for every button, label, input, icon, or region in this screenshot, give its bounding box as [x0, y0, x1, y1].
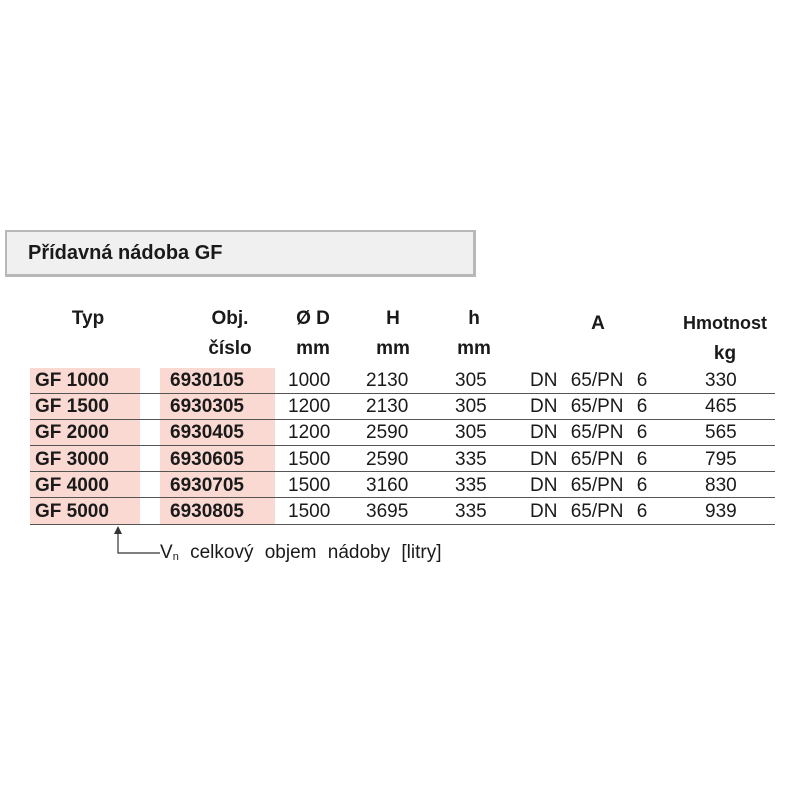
column-header: Obj.: [211, 308, 249, 329]
column-header: mm: [376, 338, 410, 359]
table-cell: DN 65/PN 6: [530, 501, 648, 522]
column-header: Hmotnost: [683, 313, 767, 333]
row-rule: [30, 418, 775, 420]
table-cell: 6930605: [170, 448, 244, 470]
footnote-text: celkový objem nádoby [litry]: [190, 542, 442, 563]
table-cell: 2130: [366, 370, 409, 391]
row-rule: [30, 471, 775, 473]
column-header: H: [386, 308, 400, 329]
title-box: [5, 230, 476, 277]
column-header: Ø D: [296, 308, 330, 329]
table-cell: 939: [705, 501, 737, 522]
footnote-arrow: [114, 526, 160, 554]
row-rule: [30, 497, 775, 499]
table-cell: 305: [455, 422, 487, 444]
footnote: Vn celkový objem nádoby [litry]: [160, 542, 441, 564]
column-header: A: [591, 313, 605, 334]
column-header: Typ: [71, 308, 105, 329]
row-rule: [30, 444, 775, 446]
table-cell: 335: [455, 474, 487, 496]
table-cell: 1500: [288, 474, 331, 496]
table-cell: 305: [455, 396, 487, 418]
column-header: h: [468, 308, 480, 329]
table-cell: 335: [455, 501, 487, 522]
table-cell: GF 1500: [35, 396, 109, 418]
table-cell: 6930305: [170, 396, 244, 418]
row-rule: [30, 392, 775, 394]
table-cell: 2590: [366, 422, 409, 444]
table-cell: 795: [705, 448, 737, 470]
highlight: [160, 368, 275, 525]
table-cell: DN 65/PN 6: [530, 396, 648, 418]
highlight: [30, 368, 140, 525]
row-rule: [30, 523, 775, 525]
table-cell: 2590: [366, 448, 409, 470]
table-cell: 330: [705, 370, 737, 391]
table-cell: GF 2000: [35, 422, 109, 444]
column-header: kg: [713, 343, 737, 364]
table-cell: DN 65/PN 6: [530, 448, 648, 470]
table-cell: 1200: [288, 422, 331, 444]
table-cell: 305: [455, 370, 487, 391]
table-cell: 6930405: [170, 422, 244, 444]
table-cell: DN 65/PN 6: [530, 422, 648, 444]
table-cell: 3160: [366, 474, 409, 496]
title: Přídavná nádoba GF: [28, 242, 223, 264]
table-cell: DN 65/PN 6: [530, 370, 648, 391]
table-cell: 830: [705, 474, 737, 496]
footnote-subscript: n: [172, 551, 179, 563]
column-header: číslo: [208, 338, 252, 359]
table-cell: GF 4000: [35, 474, 109, 496]
table-cell: 1200: [288, 396, 331, 418]
table-cell: GF 3000: [35, 448, 109, 470]
table-cell: 465: [705, 396, 737, 418]
column-header: mm: [296, 338, 330, 359]
table-cell: 1500: [288, 501, 331, 522]
column-header: mm: [457, 338, 491, 359]
footnote-symbol: V: [160, 542, 173, 563]
table-cell: 3695: [366, 501, 409, 522]
table-cell: 6930105: [170, 370, 244, 391]
table-cell: 6930705: [170, 474, 244, 496]
table-cell: GF 5000: [35, 501, 109, 522]
table-cell: 565: [705, 422, 737, 444]
table-cell: 6930805: [170, 501, 244, 522]
table-cell: DN 65/PN 6: [530, 474, 648, 496]
table-cell: 1500: [288, 448, 331, 470]
table-cell: 1000: [288, 370, 331, 391]
table-cell: 2130: [366, 396, 409, 418]
table-cell: 335: [455, 448, 487, 470]
table-cell: GF 1000: [35, 370, 109, 391]
